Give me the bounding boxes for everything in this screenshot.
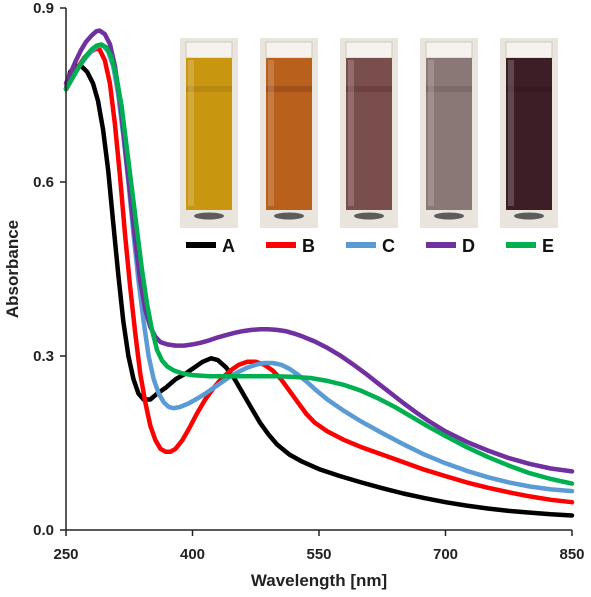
y-tick-label: 0.9	[33, 0, 54, 17]
legend-label-d: D	[462, 236, 475, 256]
cuvette-photo-d	[420, 38, 478, 228]
series-line-e	[63, 42, 575, 486]
cuvette-photo-b	[260, 38, 318, 228]
cuvette-photo-e	[500, 38, 558, 228]
y-tick-label: 0.3	[33, 348, 54, 365]
y-tick-label: 0.0	[33, 522, 54, 539]
axis-ticks: 250 400 550 700 850 0.0 0.3 0.6 0.9	[33, 0, 584, 563]
series-line-a	[63, 63, 575, 518]
x-tick-label: 250	[53, 546, 78, 563]
series-line-b	[63, 46, 575, 505]
legend: A B C D E	[186, 236, 554, 256]
legend-label-c: C	[382, 236, 395, 256]
x-tick-label: 700	[433, 546, 458, 563]
cuvette-photo-a	[180, 38, 238, 228]
legend-label-e: E	[542, 236, 554, 256]
cuvette-photo-c	[340, 38, 398, 228]
x-axis-title: Wavelength [nm]	[251, 571, 387, 590]
series-line-d	[63, 28, 575, 474]
y-axis-title: Absorbance	[3, 220, 22, 318]
cuvette-photos	[180, 38, 558, 228]
y-tick-label: 0.6	[33, 174, 54, 191]
x-tick-label: 400	[180, 546, 205, 563]
legend-label-a: A	[222, 236, 235, 256]
spectra-curves	[63, 28, 575, 518]
x-tick-label: 850	[559, 546, 584, 563]
legend-label-b: B	[302, 236, 315, 256]
x-tick-label: 550	[306, 546, 331, 563]
